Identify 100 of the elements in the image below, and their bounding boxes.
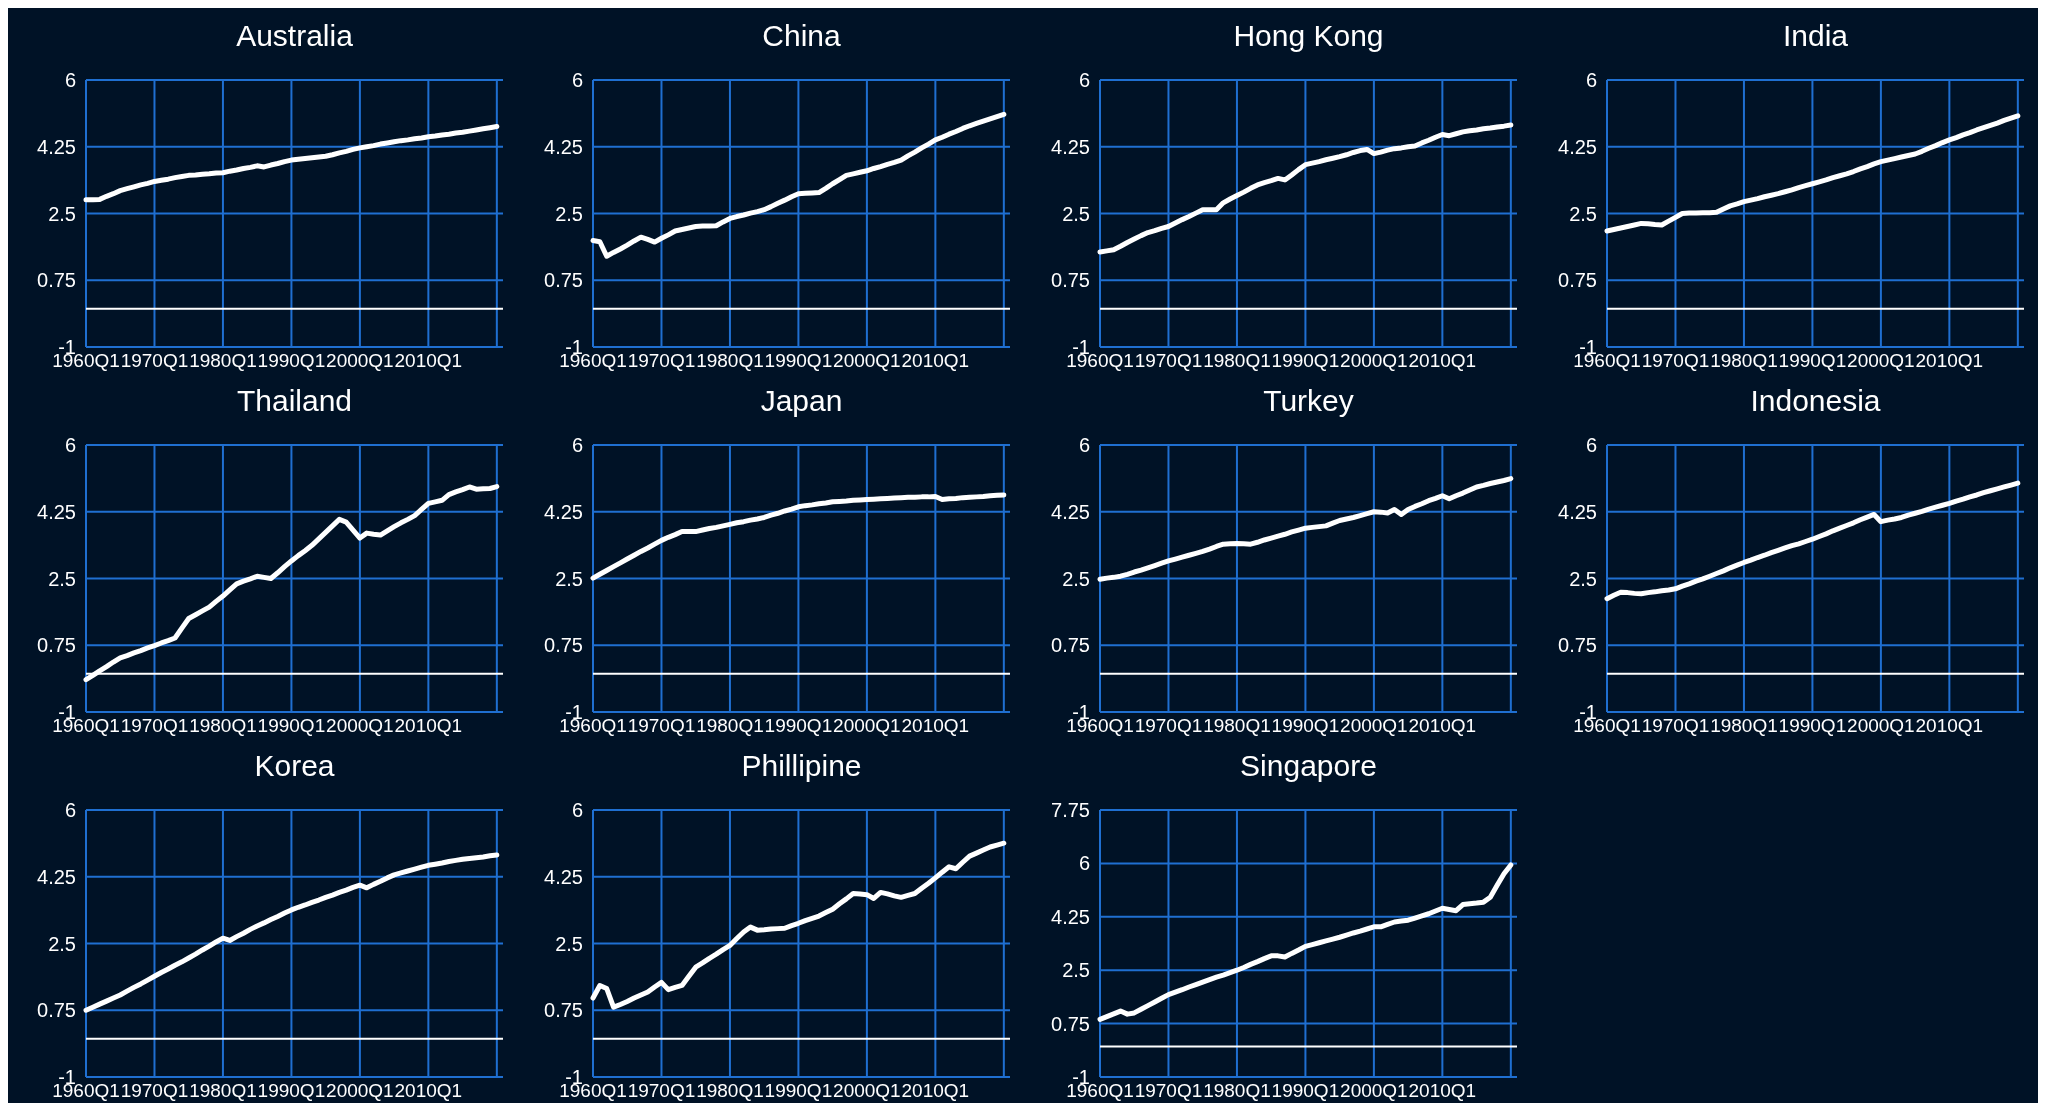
x-tick-label: 1970Q1 — [627, 715, 696, 736]
x-tick-label: 1970Q1 — [120, 350, 189, 371]
x-tick-label: 2000Q1 — [833, 350, 901, 371]
x-tick-label: 1980Q1 — [696, 715, 764, 736]
y-tick-label: 4.25 — [544, 500, 583, 523]
y-tick-label: 0.75 — [37, 634, 76, 657]
y-tick-label: 6 — [571, 69, 583, 91]
y-tick-label: 2.5 — [1569, 567, 1597, 590]
y-tick-label: 2.5 — [555, 567, 583, 590]
y-tick-label: 2.5 — [48, 567, 76, 590]
x-tick-label: 1980Q1 — [1710, 715, 1778, 736]
x-tick-label: 2000Q1 — [326, 715, 394, 736]
chart-title: Turkey — [1263, 384, 1354, 417]
y-tick-label: 0.75 — [1051, 1012, 1090, 1035]
y-tick-label: 2.5 — [555, 202, 583, 225]
y-tick-label: 4.25 — [1051, 500, 1090, 523]
x-tick-label: 1990Q1 — [1271, 350, 1340, 371]
chart-title: Japan — [760, 384, 843, 417]
y-tick-label: 2.5 — [1569, 202, 1597, 225]
x-tick-label: 2010Q1 — [394, 715, 463, 736]
chart-title: India — [1782, 19, 1849, 52]
y-tick-label: 0.75 — [37, 269, 76, 292]
y-tick-label: 2.5 — [1062, 959, 1090, 982]
y-tick-label: 0.75 — [37, 999, 76, 1022]
x-tick-label: 1980Q1 — [189, 1080, 257, 1101]
y-tick-label: 0.75 — [1558, 269, 1597, 292]
x-tick-label: 1970Q1 — [1134, 1080, 1203, 1101]
x-tick-label: 2000Q1 — [326, 350, 394, 371]
y-tick-label: 6 — [64, 434, 76, 456]
x-tick-label: 2010Q1 — [901, 350, 970, 371]
y-tick-label: 6 — [571, 434, 583, 456]
y-tick-label: 0.75 — [1051, 269, 1090, 292]
chart-title: Korea — [254, 749, 335, 782]
y-tick-label: 4.25 — [544, 865, 583, 888]
x-tick-label: 2010Q1 — [901, 715, 970, 736]
x-tick-label: 2000Q1 — [1340, 350, 1408, 371]
x-tick-label: 2010Q1 — [1915, 350, 1984, 371]
y-tick-label: 4.25 — [1558, 135, 1597, 158]
x-tick-label: 2000Q1 — [326, 1080, 394, 1101]
x-tick-label: 1970Q1 — [1641, 715, 1710, 736]
chart-title: Thailand — [236, 384, 353, 417]
x-tick-label: 1990Q1 — [1271, 1080, 1340, 1101]
y-tick-label: 4.25 — [544, 135, 583, 158]
x-tick-label: 1980Q1 — [696, 1080, 764, 1101]
x-tick-label: 1970Q1 — [1134, 350, 1203, 371]
x-tick-label: 2010Q1 — [1915, 715, 1984, 736]
y-tick-label: 6 — [64, 799, 76, 821]
x-tick-label: 1970Q1 — [627, 1080, 696, 1101]
x-tick-label: 1980Q1 — [189, 715, 257, 736]
x-tick-label: 2010Q1 — [1408, 1080, 1477, 1101]
x-tick-label: 1990Q1 — [257, 1080, 326, 1101]
y-tick-label: 2.5 — [555, 932, 583, 955]
y-tick-label: 6 — [1078, 434, 1090, 456]
x-tick-label: 1990Q1 — [257, 350, 326, 371]
y-tick-label: 0.75 — [544, 269, 583, 292]
y-tick-label: 4.25 — [37, 500, 76, 523]
x-tick-label: 2010Q1 — [1408, 715, 1477, 736]
y-tick-label: 7.75 — [1051, 799, 1090, 821]
y-tick-label: 2.5 — [1062, 202, 1090, 225]
x-tick-label: 1990Q1 — [1778, 715, 1847, 736]
x-tick-label: 2000Q1 — [833, 715, 901, 736]
x-tick-label: 1970Q1 — [627, 350, 696, 371]
chart-title: Australia — [236, 19, 354, 52]
y-tick-label: 6 — [64, 69, 76, 91]
x-tick-label: 1980Q1 — [1203, 350, 1271, 371]
y-tick-label: 0.75 — [1051, 634, 1090, 657]
y-tick-label: 4.25 — [37, 135, 76, 158]
x-tick-label: 2010Q1 — [394, 1080, 463, 1101]
x-tick-label: 1980Q1 — [1203, 1080, 1271, 1101]
x-tick-label: 1990Q1 — [764, 350, 833, 371]
x-tick-label: 1970Q1 — [1134, 715, 1203, 736]
x-tick-label: 1990Q1 — [764, 715, 833, 736]
x-tick-label: 1980Q1 — [189, 350, 257, 371]
y-tick-label: 4.25 — [37, 865, 76, 888]
y-tick-label: 2.5 — [48, 202, 76, 225]
y-tick-label: 0.75 — [1558, 634, 1597, 657]
y-tick-label: 0.75 — [544, 999, 583, 1022]
chart-title: Hong Kong — [1233, 19, 1384, 52]
y-tick-label: 2.5 — [48, 932, 76, 955]
x-tick-label: 1990Q1 — [1778, 350, 1847, 371]
y-tick-label: 6 — [1585, 434, 1597, 456]
chart-title: China — [762, 19, 841, 52]
y-tick-label: 4.25 — [1051, 905, 1090, 928]
y-tick-label: 4.25 — [1558, 500, 1597, 523]
y-tick-label: 6 — [1585, 69, 1597, 91]
x-tick-label: 2010Q1 — [394, 350, 463, 371]
y-tick-label: 6 — [1078, 852, 1090, 875]
y-tick-label: 6 — [571, 799, 583, 821]
x-tick-label: 2000Q1 — [1847, 350, 1915, 371]
y-tick-label: 2.5 — [1062, 567, 1090, 590]
x-tick-label: 1970Q1 — [120, 715, 189, 736]
y-tick-label: 0.75 — [544, 634, 583, 657]
x-tick-label: 1980Q1 — [696, 350, 764, 371]
x-tick-label: 1990Q1 — [764, 1080, 833, 1101]
x-tick-label: 2000Q1 — [1340, 715, 1408, 736]
x-tick-label: 2000Q1 — [1847, 715, 1915, 736]
x-tick-label: 1990Q1 — [257, 715, 326, 736]
chart-title: Singapore — [1240, 749, 1377, 782]
x-tick-label: 1980Q1 — [1203, 715, 1271, 736]
x-tick-label: 2010Q1 — [1408, 350, 1477, 371]
